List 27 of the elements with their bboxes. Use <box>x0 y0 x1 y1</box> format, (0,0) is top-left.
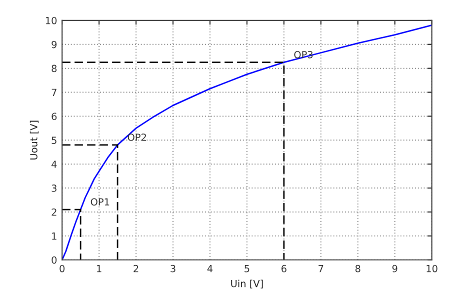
x-axis-title: Uin [V] <box>231 280 263 288</box>
x-tick-label: 3 <box>170 264 176 272</box>
x-tick-label: 0 <box>60 264 65 272</box>
x-tick-label: 2 <box>134 264 138 272</box>
y-tick-label: 8 <box>52 64 57 72</box>
y-tick-label: 1 <box>52 232 56 240</box>
y-tick-label: 3 <box>52 184 56 192</box>
x-tick-label: 6 <box>282 264 286 272</box>
x-tick-label: 8 <box>355 264 360 272</box>
y-tick-label: 5 <box>52 136 56 144</box>
x-tick-label: 1 <box>97 265 102 272</box>
y-tick-label: 2 <box>52 208 56 216</box>
y-tick-label: 9 <box>52 40 57 48</box>
y-tick-label: 7 <box>52 88 56 96</box>
annotation: OP1 <box>90 198 110 206</box>
y-tick-label: 6 <box>52 112 57 120</box>
y-tick-label: 0 <box>52 256 57 264</box>
x-tick-label: 4 <box>207 265 213 272</box>
x-tick-label: 7 <box>318 265 324 272</box>
y-tick-label: 10 <box>46 16 57 24</box>
x-tick-label: 5 <box>244 265 250 272</box>
annotation: OP3 <box>294 50 313 58</box>
x-tick-label: 10 <box>426 264 438 272</box>
annotation: OP2 <box>128 134 146 141</box>
x-tick-label: 9 <box>392 264 398 272</box>
y-tick-label: 4 <box>52 160 57 168</box>
y-axis-title: Uout [V] <box>30 120 39 160</box>
